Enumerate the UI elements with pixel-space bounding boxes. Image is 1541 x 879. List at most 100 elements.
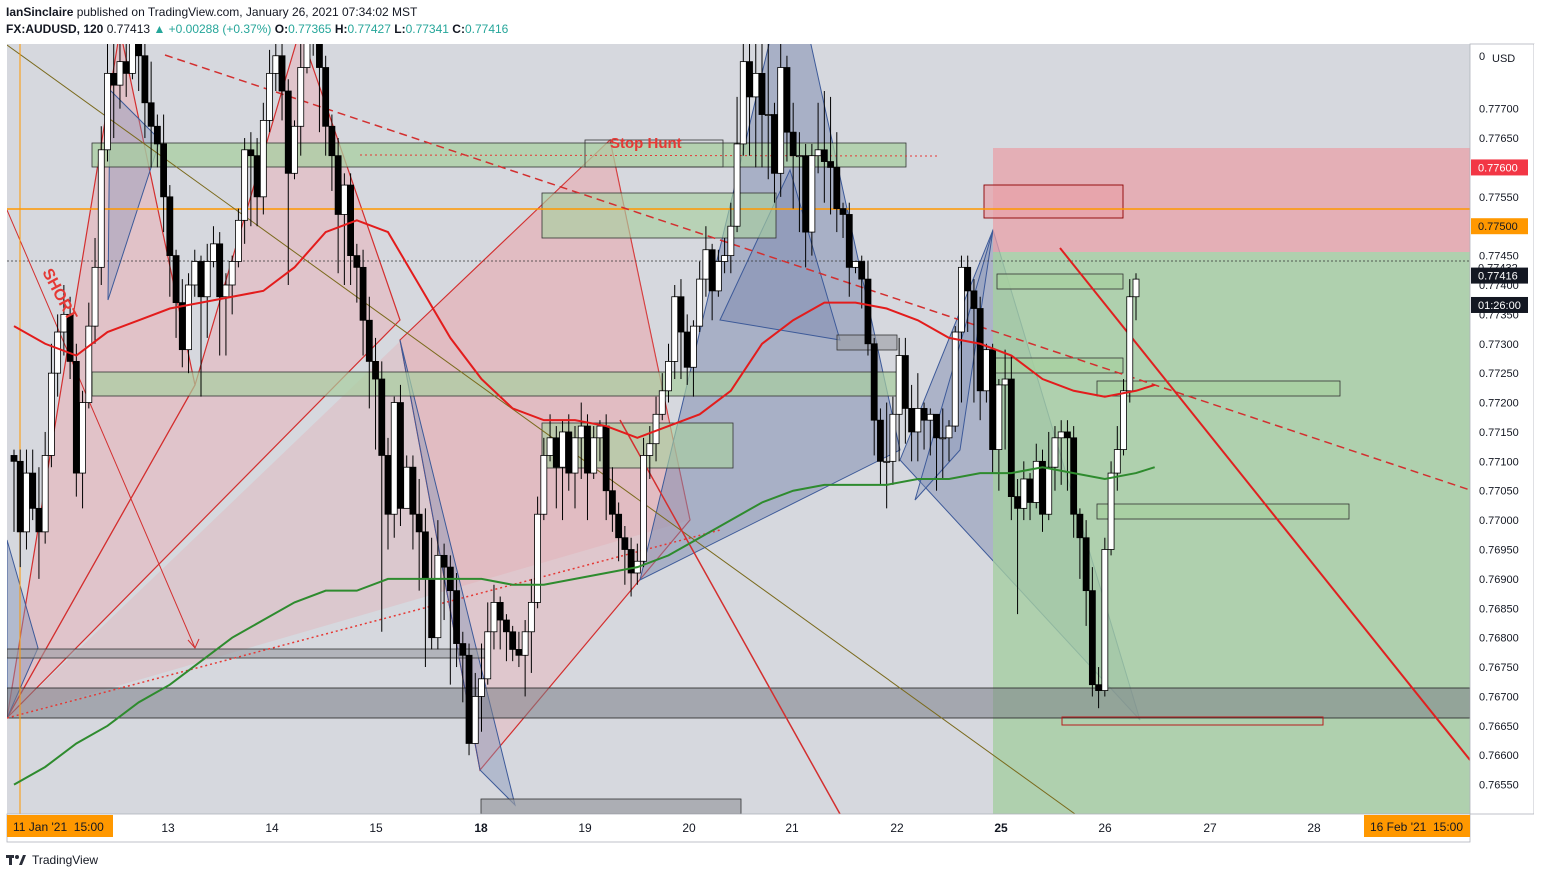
candle-up[interactable] <box>640 455 647 562</box>
candle-up[interactable] <box>79 402 86 474</box>
candle-up[interactable] <box>471 696 479 744</box>
red-line-middle[interactable] <box>619 419 841 814</box>
candle-up[interactable] <box>259 120 267 198</box>
candle-down[interactable] <box>1088 590 1096 686</box>
candle-up[interactable] <box>1001 378 1009 386</box>
candle-up[interactable] <box>571 437 579 474</box>
candle-up[interactable] <box>310 20 316 38</box>
candle-down[interactable] <box>602 425 610 492</box>
candle-up[interactable] <box>945 425 953 439</box>
candle-down[interactable] <box>901 355 909 409</box>
candle-down[interactable] <box>122 61 130 74</box>
candle-down[interactable] <box>359 266 367 321</box>
olive-trend[interactable] <box>7 44 1076 814</box>
candle-up[interactable] <box>203 261 211 298</box>
candle-up[interactable] <box>266 72 273 121</box>
candle-down[interactable] <box>459 643 467 656</box>
zone-box-6[interactable] <box>996 273 1124 290</box>
zone-box-1[interactable] <box>91 142 907 168</box>
candle-down[interactable] <box>552 437 560 468</box>
candle-up[interactable] <box>665 361 672 392</box>
candle-down[interactable] <box>141 55 149 104</box>
candle-up[interactable] <box>1020 478 1028 509</box>
candle-up[interactable] <box>714 261 722 292</box>
candle-down[interactable] <box>172 255 180 304</box>
candle-down[interactable] <box>409 466 417 515</box>
red-line-left[interactable] <box>7 209 196 649</box>
candle-up[interactable] <box>814 149 822 157</box>
candle-down[interactable] <box>353 255 361 268</box>
candle-down[interactable] <box>839 208 847 215</box>
candle-down[interactable] <box>278 55 286 92</box>
candle-up[interactable] <box>478 678 485 697</box>
candle-up[interactable] <box>390 402 398 515</box>
tradingview-logo-icon[interactable] <box>6 853 28 867</box>
candle-up[interactable] <box>48 372 55 456</box>
candle-down[interactable] <box>365 319 373 362</box>
candle-down[interactable] <box>197 261 205 298</box>
candle-down[interactable] <box>609 490 616 515</box>
candle-up[interactable] <box>690 325 697 368</box>
candle-up[interactable] <box>671 296 679 362</box>
demand-zone-bottom[interactable] <box>7 687 1470 719</box>
candle-down[interactable] <box>428 578 436 639</box>
stop-box[interactable] <box>983 184 1124 219</box>
candle-down[interactable] <box>453 590 460 644</box>
candle-down[interactable] <box>746 61 753 98</box>
candle-up[interactable] <box>97 149 105 268</box>
candle-up[interactable] <box>527 601 535 633</box>
candle-down[interactable] <box>247 149 255 157</box>
candle-down[interactable] <box>933 413 940 439</box>
candle-down[interactable] <box>465 654 473 744</box>
candle-up[interactable] <box>297 67 305 127</box>
candle-down[interactable] <box>496 601 504 621</box>
candle-up[interactable] <box>939 437 947 440</box>
candle-down[interactable] <box>789 131 797 157</box>
red-dashed-trend[interactable] <box>164 54 1470 491</box>
candle-down[interactable] <box>1070 437 1078 515</box>
candle-up[interactable] <box>951 331 959 427</box>
candle-up[interactable] <box>91 266 99 327</box>
candle-up[interactable] <box>895 355 903 415</box>
candle-down[interactable] <box>509 631 517 650</box>
candle-up[interactable] <box>234 219 242 262</box>
candle-down[interactable] <box>989 349 997 450</box>
footer-brand[interactable]: TradingView <box>32 853 99 867</box>
candle-down[interactable] <box>347 184 355 257</box>
candle-down[interactable] <box>964 266 972 292</box>
candle-up[interactable] <box>241 149 249 221</box>
candle-up[interactable] <box>702 249 710 280</box>
candle-up[interactable] <box>596 425 604 439</box>
candle-down[interactable] <box>783 67 791 133</box>
candle-down[interactable] <box>35 507 43 533</box>
candle-up[interactable] <box>658 390 666 415</box>
candle-down[interactable] <box>970 290 978 309</box>
candle-up[interactable] <box>534 513 541 603</box>
zone-box-7[interactable] <box>992 357 1124 374</box>
candle-up[interactable] <box>559 431 566 468</box>
candle-up[interactable] <box>1120 390 1127 450</box>
zone-box-2[interactable] <box>541 192 777 239</box>
candle-down[interactable] <box>1076 513 1084 539</box>
candle-up[interactable] <box>185 284 192 351</box>
candle-down[interactable] <box>397 402 404 509</box>
candle-up[interactable] <box>540 455 548 515</box>
symbol-label[interactable]: FX:AUDUSD, 120 <box>6 22 104 36</box>
candle-up[interactable] <box>764 114 772 116</box>
candle-down[interactable] <box>1026 478 1034 503</box>
candle-up[interactable] <box>733 143 741 227</box>
candle-up[interactable] <box>926 413 934 421</box>
candle-up[interactable] <box>228 261 236 286</box>
candle-down[interactable] <box>160 143 168 198</box>
candle-down[interactable] <box>153 125 161 145</box>
candle-up[interactable] <box>484 631 492 680</box>
candle-down[interactable] <box>976 308 984 392</box>
candle-up[interactable] <box>983 349 990 392</box>
candle-up[interactable] <box>434 554 442 639</box>
candle-up[interactable] <box>1107 472 1115 550</box>
candle-down[interactable] <box>615 513 623 539</box>
author-name[interactable]: IanSinclaire <box>6 5 74 19</box>
candle-down[interactable] <box>10 455 18 462</box>
candle-down[interactable] <box>621 537 629 550</box>
